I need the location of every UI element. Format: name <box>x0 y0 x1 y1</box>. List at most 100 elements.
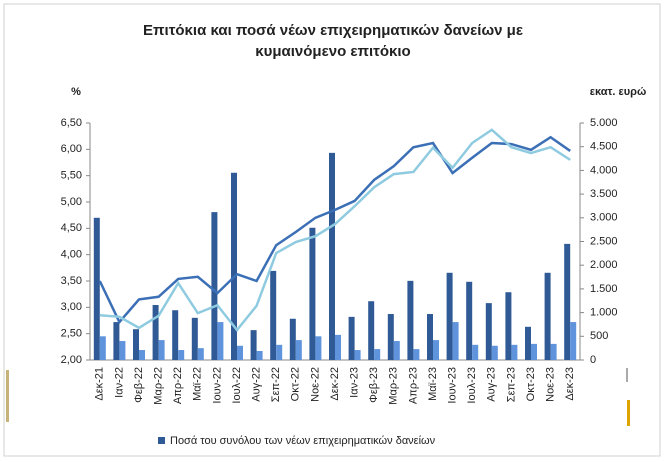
y2-tick-label: 3.500 <box>590 188 618 200</box>
decoration <box>627 400 630 426</box>
y-axis-label: % <box>71 86 81 98</box>
bar <box>197 348 204 360</box>
bar <box>374 349 381 360</box>
bar <box>99 336 106 360</box>
x-tick-label: Αυγ-22 <box>251 367 263 402</box>
bar <box>427 314 433 360</box>
x-tick-label: Μαρ-22 <box>153 367 165 405</box>
bar <box>237 345 243 360</box>
y-tick-label: 5,50 <box>61 170 82 182</box>
x-tick-label: Απρ-23 <box>407 367 419 404</box>
x-tick-label: Σεπ-22 <box>270 367 282 402</box>
bar <box>472 344 479 360</box>
bar <box>491 345 498 360</box>
y2-tick-label: 0 <box>590 354 596 366</box>
legend-label: Ποσά του συνόλου των νέων επιχειρηματικώ… <box>170 435 436 447</box>
bar <box>152 305 159 360</box>
y2-tick-label: 500 <box>590 330 608 342</box>
bar <box>231 172 237 360</box>
bar <box>158 340 165 360</box>
line <box>98 135 571 325</box>
bar <box>309 227 316 360</box>
decoration <box>6 370 9 422</box>
y2-tick-label: 3.000 <box>590 212 618 224</box>
bar <box>570 322 577 360</box>
bar <box>368 301 375 360</box>
y-tick-label: 3,50 <box>61 275 82 287</box>
x-tick-label: Αυγ-23 <box>486 367 498 402</box>
x-tick-label: Ιαν-22 <box>113 367 125 398</box>
bar <box>250 330 257 360</box>
bar <box>172 310 179 360</box>
y-tick-label: 2,00 <box>61 354 82 366</box>
bar <box>93 217 100 360</box>
x-tick-label: Ιουλ-23 <box>466 367 478 404</box>
bar <box>289 318 296 360</box>
bar <box>446 272 453 360</box>
bar <box>119 341 126 360</box>
bar <box>511 344 518 360</box>
bar <box>452 322 459 360</box>
x-tick-label: Νοε-23 <box>545 367 557 402</box>
x-tick-label: Φεβ-23 <box>368 367 380 403</box>
x-tick-label: Ιαν-23 <box>349 367 361 398</box>
y2-tick-label: 2.500 <box>590 235 618 247</box>
y2-tick-label: 4.000 <box>590 164 618 176</box>
x-tick-label: Σεπ-23 <box>505 367 517 402</box>
bar <box>348 316 355 360</box>
x-tick-label: Ιουλ-22 <box>231 367 243 404</box>
y-tick-label: 6,00 <box>61 143 82 155</box>
chart-title: Επιτόκια και ποσά νέων επιχειρηματικών δ… <box>143 22 523 39</box>
bar <box>295 340 302 360</box>
x-tick-label: Ιουν-22 <box>211 367 223 404</box>
bar <box>413 349 420 360</box>
y-tick-label: 6,50 <box>61 117 82 129</box>
x-tick-label: Φεβ-22 <box>133 367 145 403</box>
y2-tick-label: 5.000 <box>590 117 618 129</box>
y2-tick-label: 4.500 <box>590 141 618 153</box>
bar <box>276 344 283 360</box>
bar <box>387 314 394 360</box>
y-tick-label: 2,50 <box>61 328 82 340</box>
bar <box>564 243 571 360</box>
x-tick-label: Οκτ-23 <box>525 367 537 401</box>
x-tick-label: Δεκ-23 <box>564 367 576 401</box>
bar <box>550 343 557 360</box>
bar <box>191 317 198 360</box>
y-tick-label: 4,50 <box>61 222 82 234</box>
x-tick-label: Οκτ-22 <box>290 367 302 401</box>
bar <box>256 350 263 360</box>
bar <box>544 272 551 360</box>
bar <box>139 350 145 360</box>
x-tick-label: Δεκ-22 <box>329 367 341 401</box>
decoration <box>626 368 628 382</box>
y2-tick-label: 1.000 <box>590 307 618 319</box>
bar <box>354 350 361 360</box>
x-tick-label: Μαρ-23 <box>388 367 400 405</box>
bar <box>531 343 537 360</box>
bar <box>133 329 139 360</box>
y-tick-label: 4,00 <box>61 249 82 261</box>
y2-tick-label: 2.000 <box>590 259 618 271</box>
y2-tick-label: 1.500 <box>590 283 618 295</box>
legend-swatch <box>158 437 165 444</box>
bar <box>393 341 400 360</box>
x-tick-label: Μαϊ-22 <box>192 367 204 401</box>
bar <box>505 292 512 360</box>
x-tick-label: Μαϊ-23 <box>427 367 439 401</box>
chart-title: κυμαινόμενο επιτόκιο <box>255 43 410 60</box>
x-tick-label: Απρ-22 <box>172 367 184 404</box>
bar <box>407 280 414 360</box>
bar <box>217 322 224 360</box>
bar <box>329 152 335 360</box>
x-tick-label: Δεκ-21 <box>94 367 106 401</box>
y2-axis-label: εκατ. ευρώ <box>590 86 647 98</box>
bar <box>466 281 473 360</box>
x-tick-label: Νοε-22 <box>309 367 321 402</box>
x-tick-label: Ιουν-23 <box>447 367 459 404</box>
bar <box>485 303 492 360</box>
bar <box>270 270 277 360</box>
bar <box>433 340 439 360</box>
bar <box>525 326 531 360</box>
